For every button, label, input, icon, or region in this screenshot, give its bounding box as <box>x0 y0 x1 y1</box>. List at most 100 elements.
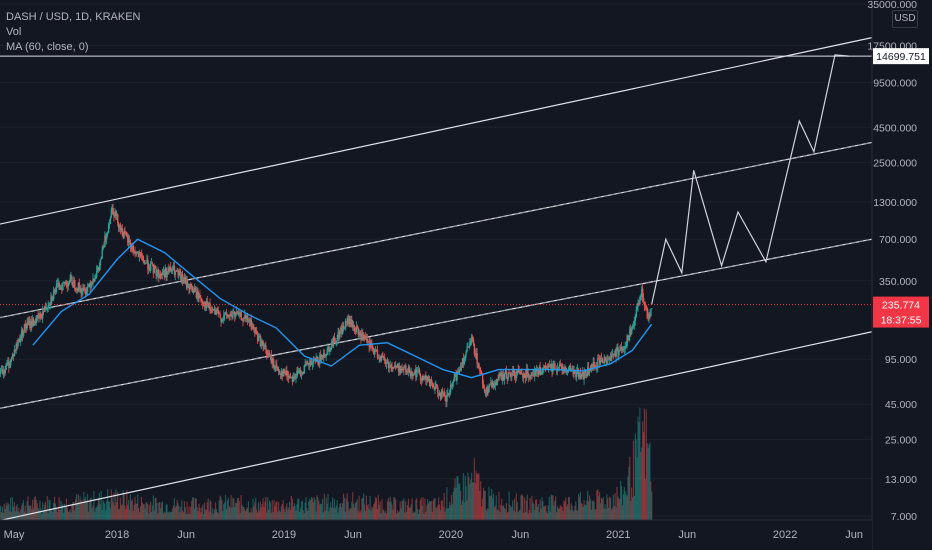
volume-bar <box>25 513 27 520</box>
volume-bar <box>563 500 565 520</box>
volume-bar <box>356 499 358 520</box>
volume-bar <box>187 513 189 520</box>
price-axis[interactable]: 35000.00017500.0009500.0004500.0002500.0… <box>867 0 929 550</box>
candle-body <box>206 301 209 306</box>
volume-bar <box>127 504 129 520</box>
candle-body <box>319 354 321 365</box>
candle-body <box>347 318 349 324</box>
candle-body <box>567 371 569 373</box>
volume-bar <box>357 511 359 520</box>
candle-body <box>179 271 181 275</box>
price-tick-label: 350.000 <box>879 276 917 288</box>
volume-bar <box>534 509 536 520</box>
volume-bar <box>435 507 437 520</box>
candle-body <box>171 269 174 271</box>
candle-body <box>638 302 640 305</box>
projection-path[interactable] <box>651 54 849 305</box>
candle-body <box>514 375 517 379</box>
time-tick-label: Jun <box>344 529 362 541</box>
volume-bar <box>123 493 125 520</box>
volume-bar <box>458 483 460 520</box>
candle-body <box>150 263 153 265</box>
candle-body <box>564 367 566 371</box>
candle-body <box>552 365 554 372</box>
volume-indicator-label[interactable]: Vol <box>6 26 22 38</box>
candle-body <box>71 276 73 285</box>
volume-bar <box>135 503 137 520</box>
candle-body <box>22 331 25 336</box>
volume-bar <box>389 496 391 520</box>
horizontal-lines[interactable] <box>0 55 872 306</box>
candle-body <box>534 370 537 371</box>
time-axis[interactable]: May 2018 Jun 2019 Jun 2020 Jun 2021 Jun 2022 Jun <box>0 519 872 550</box>
candle-body <box>478 363 480 368</box>
candle-body <box>463 360 466 364</box>
volume-bar <box>592 500 594 520</box>
candle-body <box>235 311 238 315</box>
volume-bar <box>586 500 588 520</box>
candle-body <box>73 280 75 287</box>
candle-body <box>102 246 104 250</box>
candle-body <box>447 393 449 395</box>
candle-body <box>237 312 240 315</box>
volume-bar <box>502 505 505 520</box>
volume-bar <box>35 499 37 520</box>
candle-body <box>353 324 355 328</box>
volume-bar <box>519 509 521 520</box>
symbol-title[interactable]: DASH / USD, 1D, KRAKEN <box>6 11 141 23</box>
volume-bar <box>129 494 132 520</box>
candle-body <box>200 297 202 301</box>
volume-bar <box>560 505 562 520</box>
volume-bar <box>520 495 522 520</box>
volume-bar <box>54 503 57 520</box>
volume-bar <box>241 504 243 520</box>
volume-bar <box>516 501 518 520</box>
volume-bar <box>170 511 172 520</box>
candle-body <box>603 357 605 363</box>
volume-bar <box>589 499 592 520</box>
volume-bar <box>115 489 117 520</box>
candle-body <box>419 373 422 379</box>
volume-bar <box>89 498 91 520</box>
volume-bar <box>524 512 527 520</box>
volume-bar <box>15 506 17 520</box>
ma-indicator-label[interactable]: MA (60, close, 0) <box>6 41 89 53</box>
candle-body <box>265 345 267 350</box>
candle-body <box>590 364 593 371</box>
candle-body <box>197 291 199 299</box>
volume-bar <box>125 509 127 520</box>
candle-body <box>108 223 111 225</box>
candle-body <box>449 392 451 394</box>
volume-bar <box>273 500 275 520</box>
candle-body <box>297 370 299 374</box>
channel-lines[interactable] <box>0 37 873 522</box>
candle-body <box>276 365 278 368</box>
candle-body <box>630 328 632 335</box>
currency-badge[interactable]: USD <box>892 10 918 28</box>
candle-body <box>72 284 74 287</box>
candle-body <box>254 327 256 334</box>
candle-body <box>271 358 274 364</box>
candle-body <box>331 341 333 349</box>
volume-bar <box>602 496 604 520</box>
volume-bar <box>145 502 147 520</box>
volume-bar <box>237 497 239 520</box>
volume-bar <box>265 497 267 520</box>
volume-bar <box>513 510 515 520</box>
candle-body <box>492 383 494 387</box>
volume-bar <box>194 498 196 520</box>
volume-bar <box>9 511 11 520</box>
candle-body <box>357 328 359 335</box>
volume-bar <box>344 511 346 520</box>
volume-bar <box>248 512 250 520</box>
candle-body <box>145 262 147 264</box>
candle-body <box>126 234 128 237</box>
volume-bar <box>336 500 338 520</box>
volume-bar <box>607 498 609 520</box>
candle-body <box>318 363 320 365</box>
candle-body <box>545 367 547 370</box>
candle-body <box>213 310 216 312</box>
candle-body <box>471 337 474 340</box>
candle-body <box>224 314 226 316</box>
